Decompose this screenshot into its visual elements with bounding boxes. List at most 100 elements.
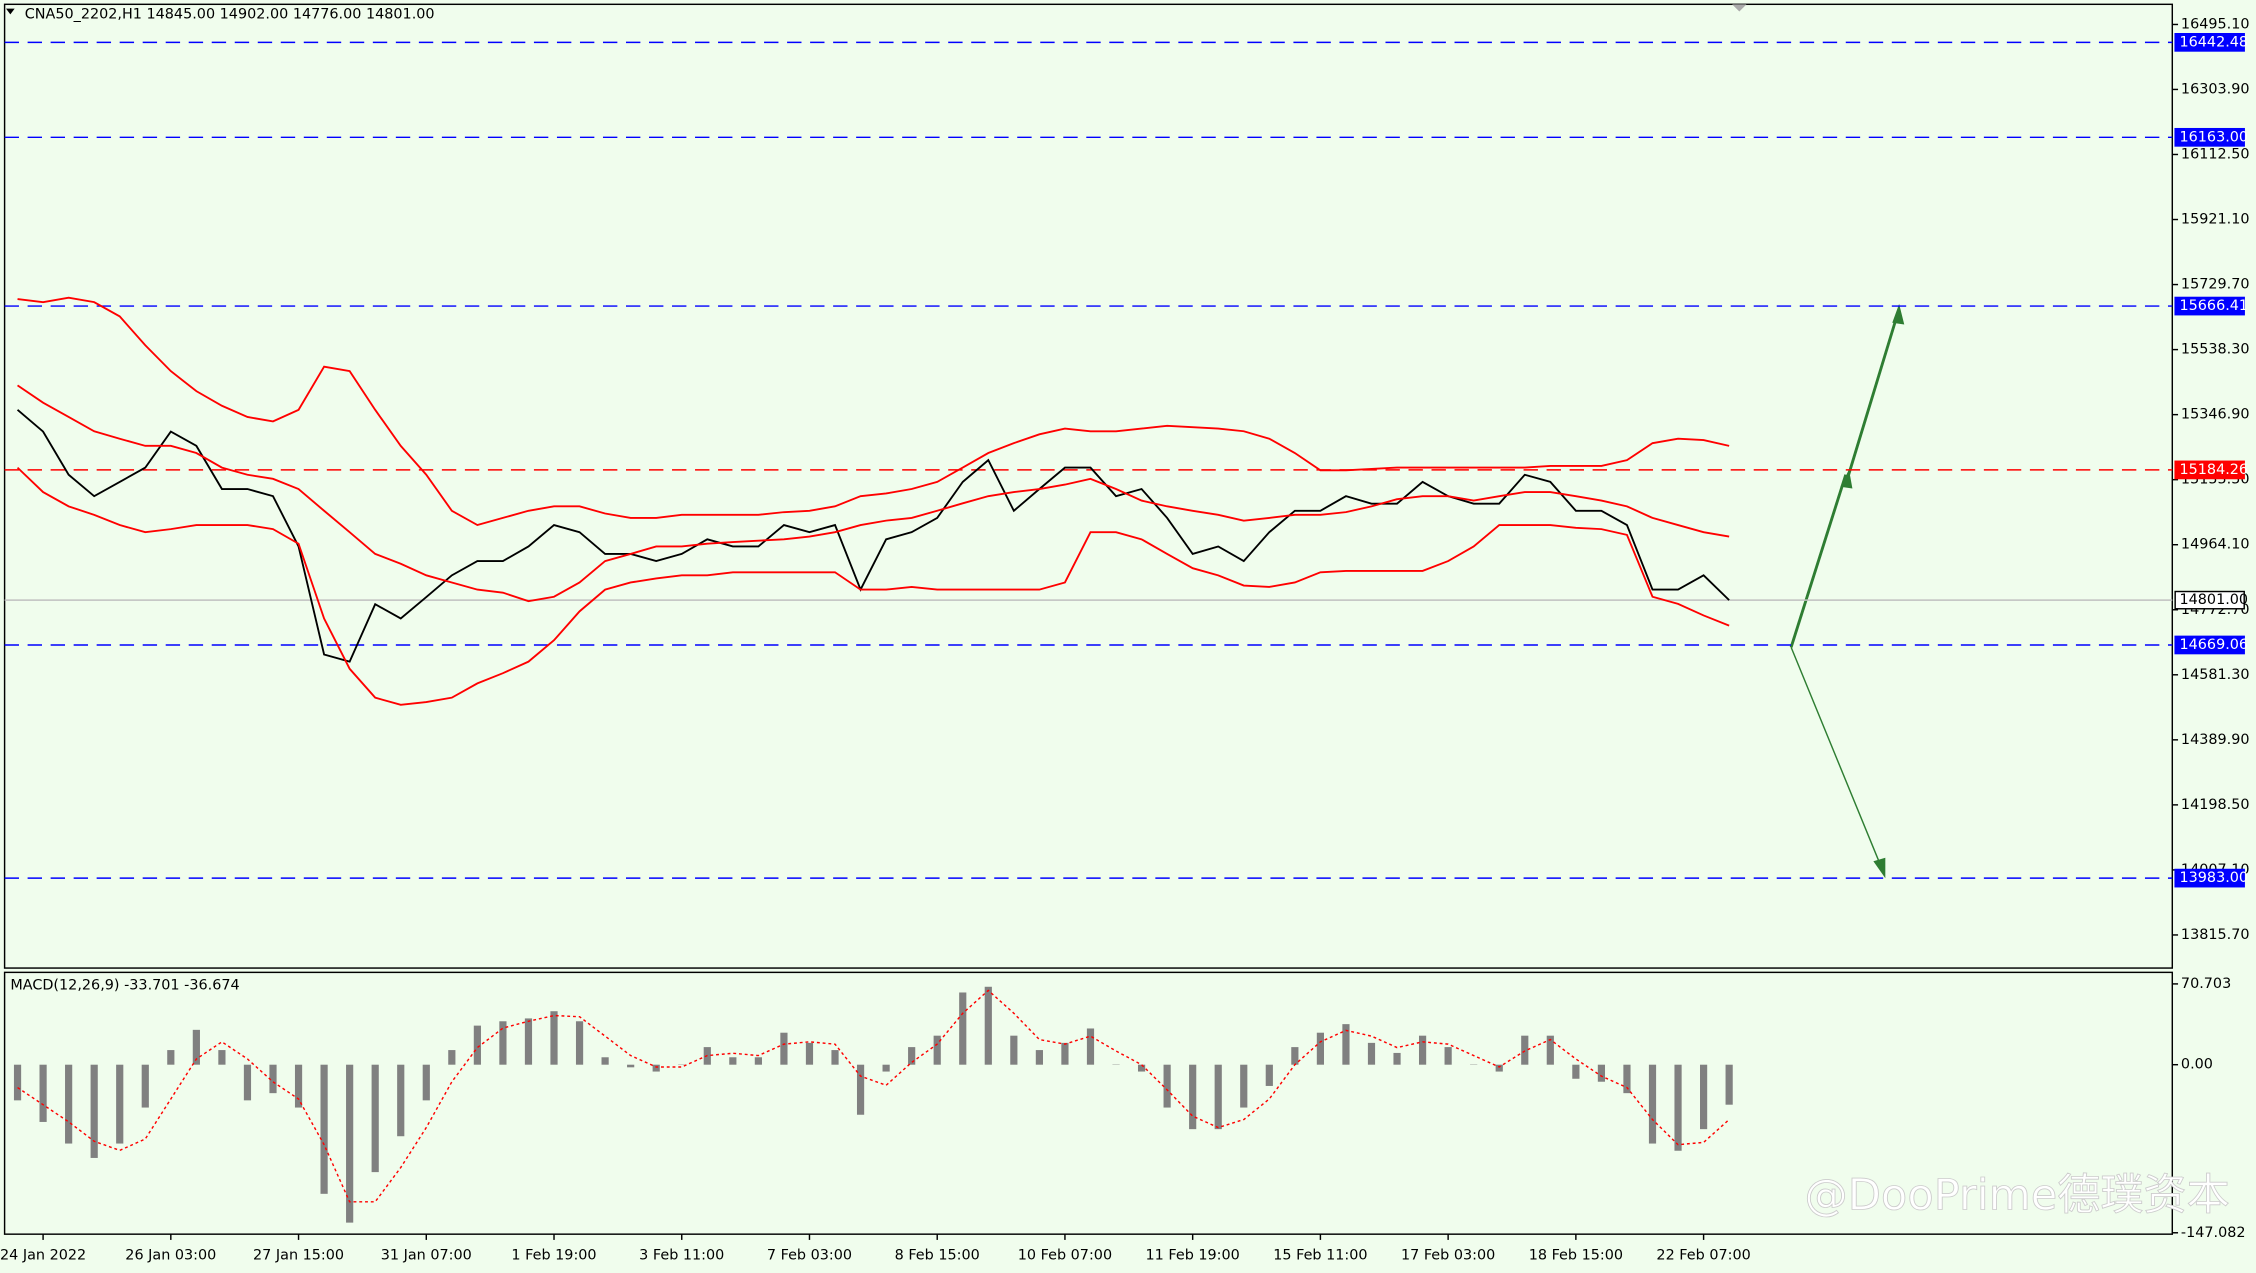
x-tick-label: 27 Jan 15:00 [253,1248,344,1264]
histogram-bar [1061,1042,1069,1065]
histogram-bar [1316,1032,1324,1065]
histogram-bar [422,1064,430,1101]
x-tick-label: 8 Feb 15:00 [895,1248,980,1264]
histogram-bar [652,1064,660,1072]
histogram-bar [473,1025,481,1065]
histogram-bar [575,1021,584,1065]
histogram-bar [371,1064,379,1173]
histogram-bar [780,1032,788,1065]
series-line [16,409,1730,663]
y-tick-label: 14389.90 [2181,732,2250,748]
histogram-bar [448,1050,456,1065]
histogram-bar [1572,1064,1580,1079]
level-label: 14669.06 [2179,637,2248,653]
y-tick-label: 14964.10 [2181,537,2250,553]
histogram-bar [805,1042,814,1065]
histogram-bar [1700,1064,1708,1130]
histogram-bar [908,1047,916,1065]
histogram-bar [627,1064,635,1068]
arrow-head [1873,857,1886,879]
chart-title: CNA50_2202,H1 14845.00 14902.00 14776.00… [25,6,435,22]
x-tick-label: 1 Feb 19:00 [511,1248,596,1264]
histogram-bar [1342,1024,1350,1065]
histogram-bar [192,1029,200,1065]
histogram-bar [729,1057,737,1065]
level-label: 13983.00 [2179,870,2248,886]
series-line [17,296,1730,527]
level-label-box [2174,868,2245,888]
histogram-bar [1597,1064,1606,1082]
x-tick-label: 24 Jan 2022 [0,1248,86,1264]
histogram-bar [167,1050,175,1065]
shift-marker [1732,4,1747,12]
arrow-head [1840,469,1853,489]
histogram-bar [1291,1047,1299,1065]
histogram-bar [1623,1064,1631,1094]
histogram-bar [294,1064,303,1108]
histogram-bar [1725,1064,1733,1105]
histogram-bar [1444,1047,1452,1065]
level-label: 15184.26 [2179,462,2248,478]
histogram-bar [1214,1064,1222,1130]
histogram-bar [1189,1064,1197,1130]
y-tick-label: 16112.50 [2181,146,2250,162]
histogram-bar [1674,1064,1682,1151]
histogram-bar [1495,1064,1503,1072]
y-tick-label: 15921.10 [2181,212,2250,228]
menu-icon [6,8,15,15]
x-tick-label: 31 Jan 07:00 [381,1248,472,1264]
level-label-box [2174,296,2245,316]
y-tick-label: 16303.90 [2181,81,2250,97]
histogram-bar [1137,1064,1146,1072]
arrow-up-1 [1789,474,1848,648]
histogram-bar [1521,1035,1529,1065]
histogram-bar [882,1064,890,1072]
histogram-bar [1367,1042,1376,1065]
level-label-box [2174,635,2245,655]
x-tick-label: 17 Feb 03:00 [1401,1248,1495,1264]
y-tick-label: 14198.50 [2181,797,2250,813]
histogram-bar [601,1057,609,1065]
histogram-bar [499,1021,507,1065]
series-line [16,466,1730,706]
histogram-bar [1010,1035,1018,1065]
y-tick-label: -147.082 [2181,1225,2246,1241]
histogram-bar [116,1064,124,1144]
histogram-bar [346,1064,354,1223]
level-label: 16163.00 [2179,129,2248,145]
x-tick-label: 15 Feb 11:00 [1273,1248,1367,1264]
histogram-bar [269,1064,277,1094]
series-line [17,384,1730,603]
y-tick-label: 0.00 [2181,1057,2213,1073]
histogram-bar [1648,1064,1657,1144]
level-label: 16442.48 [2179,34,2248,50]
level-label: 14801.00 [2179,592,2248,608]
y-tick-label: 13815.70 [2181,927,2250,943]
y-tick-label: 14581.30 [2181,667,2250,683]
histogram-bar [1265,1064,1273,1086]
histogram-bar [959,992,967,1065]
histogram-bar [90,1064,98,1158]
histogram-bar [320,1064,328,1194]
level-label-box [2174,460,2245,480]
main-frame [3,3,2174,969]
y-tick-label: 16495.10 [2181,16,2250,32]
y-tick-label: 15538.30 [2181,342,2250,358]
histogram-bar [984,986,992,1065]
level-label-box [2174,590,2245,610]
level-label-box [2174,32,2245,52]
histogram-bar [65,1064,73,1144]
y-tick-label: 15729.70 [2181,277,2250,293]
arrow-down [1790,647,1884,872]
macd-title: MACD(12,26,9) -33.701 -36.674 [10,977,239,993]
histogram-bar [1163,1064,1171,1108]
x-tick-label: 10 Feb 07:00 [1018,1248,1112,1264]
histogram-bar [856,1064,865,1115]
x-tick-label: 22 Feb 07:00 [1656,1248,1750,1264]
x-tick-label: 26 Jan 03:00 [125,1248,216,1264]
x-tick-label: 18 Feb 15:00 [1529,1248,1623,1264]
y-tick-label: 15346.90 [2181,407,2250,423]
arrow-head [1892,303,1905,325]
